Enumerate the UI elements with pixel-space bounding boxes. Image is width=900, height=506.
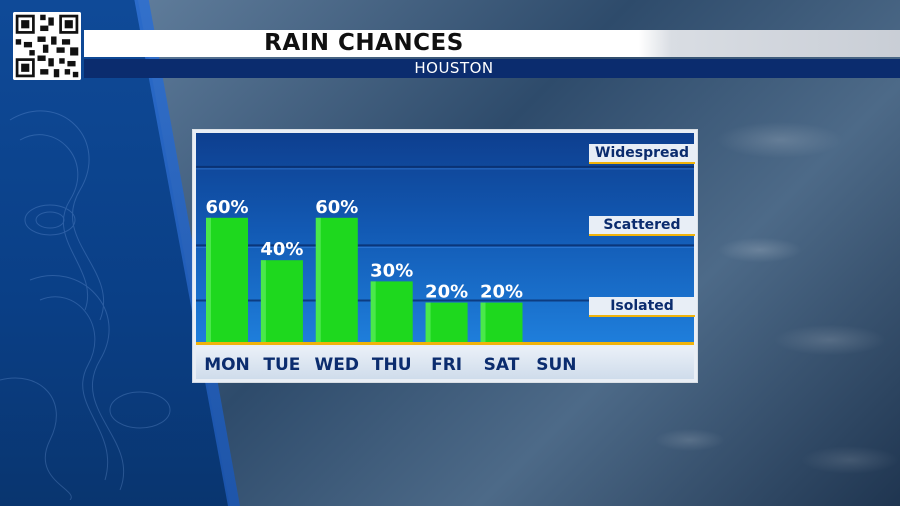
value-label-fri: 20% xyxy=(425,282,468,303)
day-label-fri: FRI xyxy=(431,355,462,375)
qr-code-icon[interactable] xyxy=(13,12,81,80)
rain-chance-bar-chart: 60% 40% 60% 30% 20% 20% xyxy=(196,165,694,345)
location-subtitle: HOUSTON xyxy=(414,59,494,77)
bar-highlight-tue xyxy=(260,260,266,345)
value-label-wed: 60% xyxy=(315,197,358,218)
bar-highlight-thu xyxy=(370,281,376,345)
bar-tue xyxy=(260,260,303,345)
bar-highlight-mon xyxy=(206,217,211,345)
day-labels: MON TUE WED THU FRI SAT SUN xyxy=(204,355,576,375)
day-label-thu: THU xyxy=(372,355,412,375)
day-label-sat: SAT xyxy=(484,355,520,375)
title-bar xyxy=(84,30,900,57)
day-label-sun: SUN xyxy=(536,355,576,375)
bar-wed xyxy=(315,217,358,345)
value-label-tue: 40% xyxy=(260,239,303,260)
value-label-thu: 30% xyxy=(370,260,413,281)
bar-highlight-fri xyxy=(425,302,431,345)
legend-level-isolated: Isolated xyxy=(589,296,695,317)
value-label-sat: 20% xyxy=(480,282,523,303)
day-label-mon: MON xyxy=(204,355,250,375)
subtitle-bar xyxy=(84,59,900,78)
bar-thu xyxy=(370,281,413,345)
day-label-tue: TUE xyxy=(263,355,300,375)
bar-highlight-sat xyxy=(480,302,486,345)
day-label-wed: WED xyxy=(315,355,359,375)
topographic-contours-decoration xyxy=(0,110,171,500)
legend-level-widespread: Widespread xyxy=(589,144,695,165)
chart-baseline xyxy=(196,342,694,345)
bar-highlight-wed xyxy=(315,217,321,345)
bar-fri xyxy=(425,302,468,345)
value-label-mon: 60% xyxy=(205,197,248,218)
legend-level-scattered: Scattered xyxy=(589,216,695,237)
bar-sat xyxy=(480,302,523,345)
day-label-strip: MON TUE WED THU FRI SAT SUN xyxy=(196,347,694,379)
bar-mon xyxy=(206,217,248,345)
page-title: RAIN CHANCES xyxy=(264,30,464,56)
chart-frame: 60% 40% 60% 30% 20% 20% MON TUE WED THU FRI SAT SUN xyxy=(193,130,697,382)
